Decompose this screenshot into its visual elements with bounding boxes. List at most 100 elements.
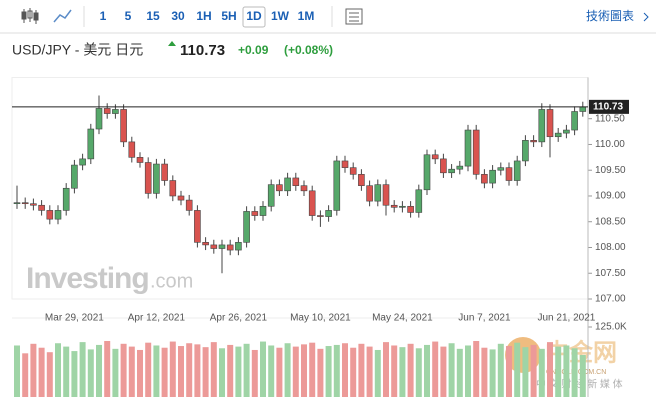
candle-body <box>554 132 562 138</box>
interval-button[interactable]: 1 <box>100 9 107 23</box>
candle-body <box>54 210 62 220</box>
volume-bar <box>243 343 250 397</box>
line-icon[interactable] <box>53 9 72 23</box>
volume-bar <box>301 344 307 397</box>
candle-body <box>259 205 267 216</box>
candle-body <box>382 184 390 206</box>
candle-body <box>13 202 21 205</box>
candle-body <box>284 177 291 192</box>
candle-body <box>292 177 300 186</box>
y-tick-label: 110.50 <box>595 113 625 124</box>
volume-bar <box>547 342 553 397</box>
volume-bar <box>571 348 578 397</box>
volume-bar <box>292 346 299 397</box>
candle-body <box>30 203 37 206</box>
interval-button[interactable]: 1W <box>271 9 290 23</box>
x-tick-label: Mar 29, 2021 <box>45 313 104 324</box>
candle-body <box>317 215 324 217</box>
candle-body <box>62 187 70 211</box>
y-tick-label: 109.00 <box>595 191 626 202</box>
volume-bar <box>325 346 332 397</box>
candle-body <box>546 109 554 138</box>
candle-body <box>202 242 209 246</box>
candle-body <box>210 244 218 249</box>
interval-button[interactable]: 1H <box>196 9 211 23</box>
brand-watermark-suffix: .com <box>150 270 193 292</box>
pair-name: USD/JPY - 美元 日元 <box>12 42 143 58</box>
x-tick-label: Apr 26, 2021 <box>210 313 268 324</box>
volume-bar <box>169 341 176 397</box>
interval-button[interactable]: 1M <box>298 9 315 23</box>
volume-bar <box>383 342 389 397</box>
volume-bar <box>563 345 570 397</box>
volume-bar <box>251 349 258 397</box>
volume-bar <box>30 343 37 397</box>
toolbar <box>0 0 656 33</box>
volume-bar <box>374 349 381 397</box>
volume-bar <box>415 348 422 397</box>
candle-body <box>21 202 29 205</box>
volume-bar <box>424 344 430 397</box>
volume-bar <box>87 349 94 397</box>
y-tick-label: 108.00 <box>595 242 626 253</box>
volume-bar <box>481 347 488 397</box>
interval-button[interactable]: 5 <box>125 9 132 23</box>
candle-body <box>333 160 341 211</box>
volume-bar <box>317 348 324 397</box>
candle-body <box>169 180 177 197</box>
candle-body <box>251 211 259 216</box>
x-tick-label: May 10, 2021 <box>290 313 351 324</box>
interval-button[interactable]: 30 <box>171 9 185 23</box>
candle-body <box>481 174 488 184</box>
candle-body <box>194 210 201 243</box>
candle-body <box>128 141 136 158</box>
volume-bar <box>186 343 193 397</box>
volume-bar <box>448 343 455 397</box>
up-arrow <box>168 41 176 46</box>
candle-body <box>103 108 111 114</box>
candle-body <box>423 154 431 191</box>
last-price: 110.73 <box>180 42 225 59</box>
volume-bar <box>530 344 537 397</box>
chart-link[interactable]: 技術圖表 <box>586 9 634 23</box>
volume-bar <box>342 343 348 397</box>
candle-body <box>95 108 103 130</box>
interval-button[interactable]: 15 <box>146 9 160 23</box>
x-tick-label: Jun 21, 2021 <box>537 313 595 324</box>
candle-body <box>136 157 144 163</box>
candle-body <box>267 184 275 207</box>
volume-bar <box>202 347 209 397</box>
candle-body <box>71 164 78 189</box>
volume-bar <box>399 347 406 397</box>
volume-bar <box>284 343 291 397</box>
volume-bar <box>128 346 135 397</box>
volume-bar <box>350 347 357 397</box>
candle-body <box>374 184 382 202</box>
volume-bar <box>38 347 45 397</box>
volume-bar <box>440 346 447 397</box>
volume-bar <box>260 341 266 397</box>
y-tick-label: 107.00 <box>595 294 626 305</box>
volume-bar <box>79 342 86 397</box>
volume-bar <box>55 343 61 397</box>
volume-bar <box>358 343 365 397</box>
candle-body <box>79 158 86 166</box>
candle-body <box>276 184 283 192</box>
volume-bar <box>465 345 471 397</box>
candle-body <box>153 163 160 194</box>
settings-icon[interactable] <box>345 8 363 25</box>
candle-icon[interactable] <box>21 8 39 24</box>
chevron <box>643 12 649 22</box>
candle-body <box>472 129 480 175</box>
interval-button[interactable]: 5H <box>221 9 236 23</box>
candle-body <box>308 190 316 216</box>
candle-body <box>415 189 423 213</box>
brand-watermark: Investing <box>26 262 149 295</box>
interval-button[interactable]: 1D <box>246 9 262 23</box>
volume-bar <box>268 345 275 397</box>
volume-bar <box>432 341 439 397</box>
volume-tick-label: 125.0K <box>595 322 627 333</box>
candle-body <box>87 128 95 160</box>
volume-bar <box>333 344 340 397</box>
candle-body <box>366 185 373 202</box>
